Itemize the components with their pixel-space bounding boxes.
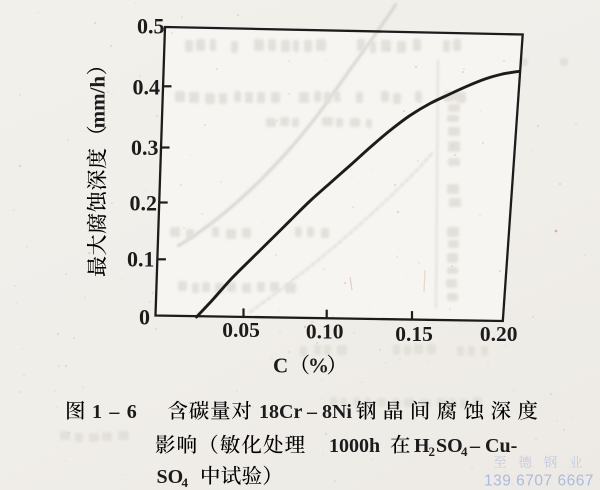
svg-text:0.20: 0.20 [480, 322, 518, 346]
svg-text:0.15: 0.15 [395, 322, 433, 346]
svg-text:0.5: 0.5 [137, 14, 165, 39]
svg-text:0.4: 0.4 [133, 75, 161, 100]
svg-text:– Cu-: – Cu- [469, 435, 517, 457]
svg-text:0: 0 [139, 305, 150, 330]
svg-text:1 – 6: 1 – 6 [92, 401, 138, 423]
svg-text:4: 4 [461, 444, 468, 459]
svg-text:SO: SO [157, 466, 184, 488]
svg-text:18Cr – 8Ni: 18Cr – 8Ni [259, 401, 352, 423]
svg-text:C: C [273, 354, 288, 378]
svg-text:0.1: 0.1 [127, 247, 155, 272]
svg-text:2: 2 [429, 444, 436, 459]
svg-text:%: % [308, 354, 329, 378]
svg-text:4: 4 [182, 475, 189, 490]
svg-text:SO: SO [436, 435, 463, 457]
svg-text:0.05: 0.05 [222, 318, 260, 342]
svg-text:0.2: 0.2 [130, 191, 158, 216]
svg-text:139 6707 6667: 139 6707 6667 [484, 473, 594, 490]
svg-text:1000h: 1000h [329, 435, 380, 457]
svg-text:mm/h: mm/h [86, 76, 110, 129]
svg-text:0.3: 0.3 [131, 135, 159, 160]
svg-text:H: H [414, 435, 430, 457]
svg-text:0.10: 0.10 [306, 320, 344, 344]
